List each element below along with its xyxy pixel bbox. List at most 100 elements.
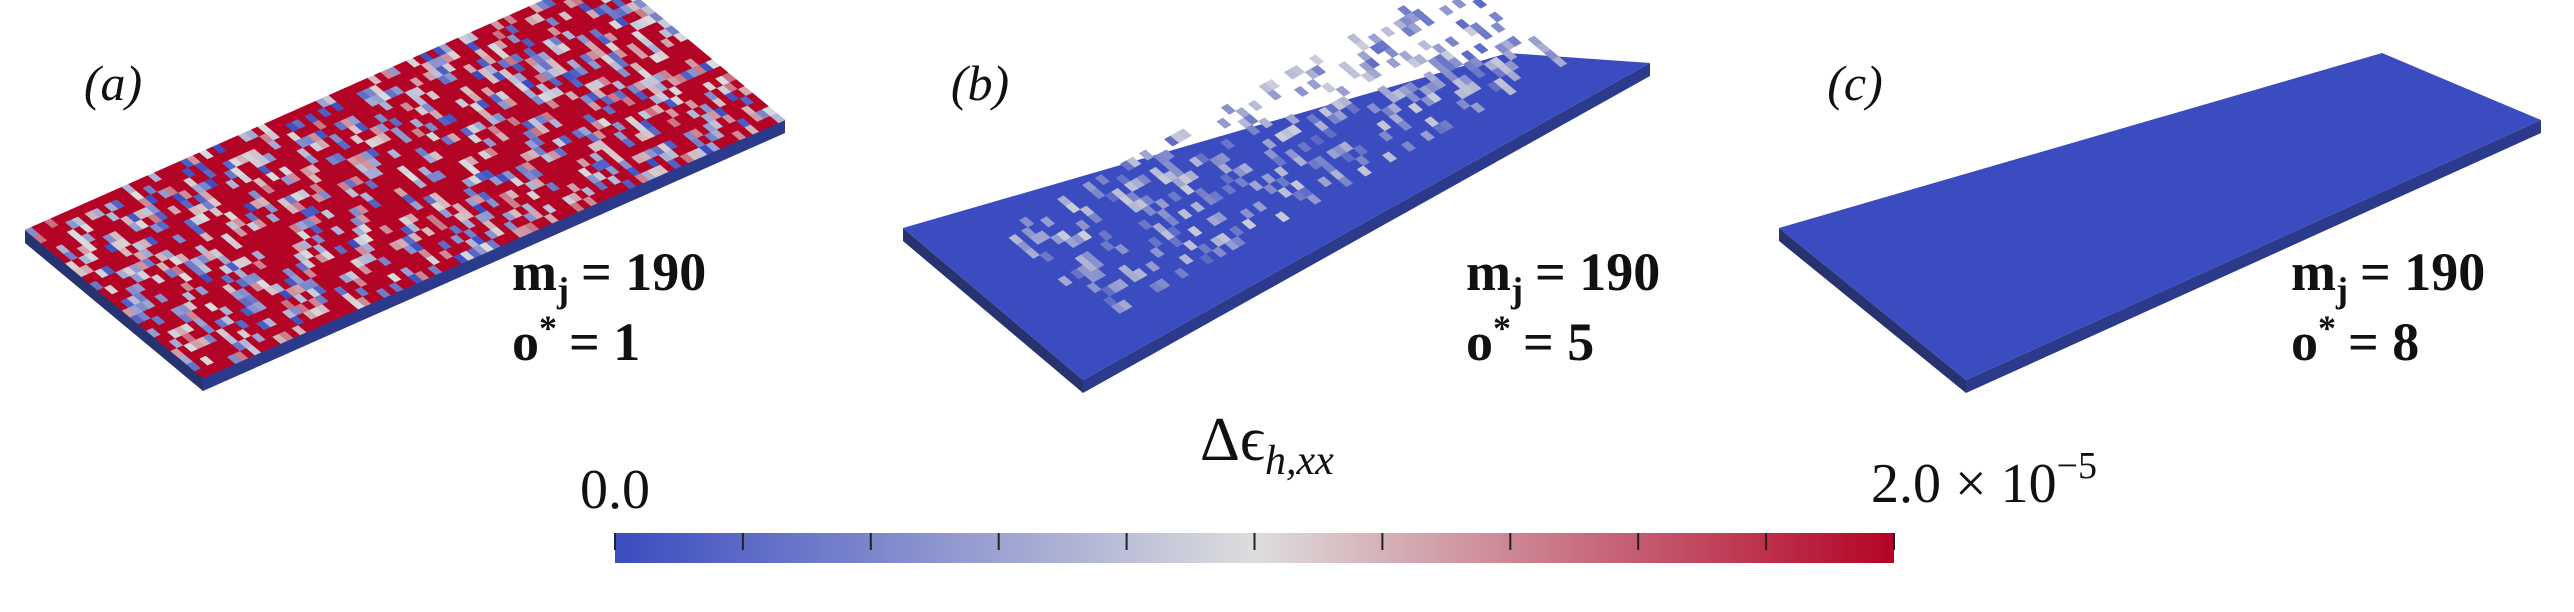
- plate-cell: [1212, 211, 1228, 223]
- plate-cell: [1426, 91, 1442, 104]
- param-symbol: m: [512, 242, 557, 302]
- param-superscript: *: [1493, 308, 1511, 348]
- plate-cell: [1113, 278, 1129, 290]
- plate-cell: [1354, 155, 1371, 167]
- plate-cell: [1438, 4, 1455, 16]
- plate-cell: [1310, 64, 1327, 76]
- plate-cell: [1306, 78, 1322, 90]
- plate-cell: [1273, 166, 1289, 178]
- panel-parameter: o* = 1: [512, 308, 640, 372]
- plate-cell: [1189, 201, 1206, 213]
- plate-cell: [1385, 57, 1402, 69]
- plate-cell: [1266, 89, 1283, 101]
- title-subscript: h,xx: [1265, 438, 1334, 484]
- plate-cell: [1097, 229, 1114, 241]
- plate-cell: [1337, 176, 1354, 188]
- plate-cell: [580, 0, 591, 3]
- param-subscript: j: [556, 270, 569, 310]
- plate-cell: [1220, 138, 1236, 150]
- param-value: = 1: [569, 312, 640, 372]
- plate-cell: [1211, 246, 1228, 258]
- max-label-exponent: −5: [2057, 445, 2097, 487]
- plate-cell: [1076, 229, 1093, 242]
- param-symbol: o: [2291, 312, 2318, 372]
- plate-cell: [1296, 141, 1313, 153]
- plate-cell: [1177, 208, 1193, 220]
- param-value: = 190: [581, 242, 706, 302]
- panel-parameter: o* = 8: [2291, 308, 2419, 372]
- plate-cell: [1087, 212, 1104, 224]
- plate-cell: [1173, 267, 1190, 279]
- plate-cell: [1506, 35, 1522, 47]
- plate-cell: [1136, 173, 1152, 186]
- plate-side: [1779, 228, 1966, 393]
- plate-cell: [1451, 0, 1467, 9]
- plate-cell: [1320, 82, 1337, 94]
- panel-label: (a): [84, 55, 142, 111]
- plate-cell: [1396, 119, 1413, 132]
- plate-cell: [1366, 67, 1383, 80]
- plate-cell: [1241, 218, 1257, 230]
- param-symbol: m: [1466, 242, 1511, 302]
- plate-cell: [1477, 28, 1494, 41]
- max-label-text: 2.0 × 10: [1871, 453, 2057, 515]
- plate-cell: [1309, 134, 1325, 146]
- plate-cell: [1271, 155, 1288, 167]
- plate-cell: [1488, 11, 1504, 23]
- plate-cell: [1164, 215, 1180, 227]
- plate-cell: [1216, 117, 1232, 129]
- param-value: = 190: [1535, 242, 1660, 302]
- param-superscript: *: [539, 308, 557, 348]
- plate-cell: [1057, 275, 1073, 287]
- plate-cell: [1149, 246, 1165, 259]
- param-symbol: o: [1466, 312, 1493, 372]
- plate-cell: [1144, 260, 1161, 272]
- param-symbol: m: [2291, 242, 2336, 302]
- plate-cell: [1286, 124, 1303, 136]
- plate-cell: [1114, 243, 1130, 255]
- plate-cell: [1166, 225, 1182, 238]
- plate-side: [1083, 63, 1650, 393]
- plate-cell: [1551, 56, 1568, 68]
- plate-cell: [1400, 140, 1417, 152]
- plate-cell: [1356, 165, 1373, 177]
- plate-cell: [1221, 183, 1237, 195]
- plate-cell: [1376, 120, 1392, 132]
- plate-cell: [1155, 278, 1171, 290]
- plate-cell: [1431, 77, 1447, 90]
- plate: [1779, 53, 2541, 393]
- plate-cell: [1381, 151, 1398, 163]
- plate-side: [903, 228, 1083, 393]
- plate-cell: [1419, 15, 1436, 27]
- plate-cell: [1473, 42, 1489, 55]
- param-subscript: j: [1510, 270, 1523, 310]
- plate-cell: [1039, 251, 1055, 263]
- title-symbol: Δϵ: [1200, 406, 1265, 474]
- plate-cell: [1247, 100, 1264, 112]
- plate-cell: [1159, 149, 1175, 161]
- plate-cell: [1220, 103, 1237, 115]
- param-superscript: *: [2318, 308, 2336, 348]
- plate-cell: [1417, 39, 1433, 51]
- plate-cell: [1378, 130, 1394, 142]
- plate-cell: [1252, 200, 1268, 213]
- plate-cell: [1238, 162, 1254, 174]
- plate-cell: [1257, 117, 1274, 129]
- plate-cell: [1472, 0, 1488, 9]
- plate-cell: [1167, 191, 1183, 203]
- param-value: = 5: [1523, 312, 1594, 372]
- plate-cell: [1274, 211, 1291, 223]
- plate-side: [1966, 120, 2541, 393]
- plate-cell: [1239, 208, 1255, 220]
- plate-cell: [1132, 267, 1148, 280]
- plate-cell: [1470, 102, 1486, 114]
- param-value: = 190: [2360, 242, 2485, 302]
- param-subscript: j: [2335, 270, 2348, 310]
- plate-cell: [1147, 236, 1163, 248]
- plate-cell: [1215, 152, 1231, 164]
- plate-cell: [1154, 198, 1170, 210]
- plate-cell: [1308, 54, 1325, 66]
- colorbar-max-label: 2.0 × 10−5: [1871, 445, 2097, 515]
- plate-cell: [1090, 268, 1107, 280]
